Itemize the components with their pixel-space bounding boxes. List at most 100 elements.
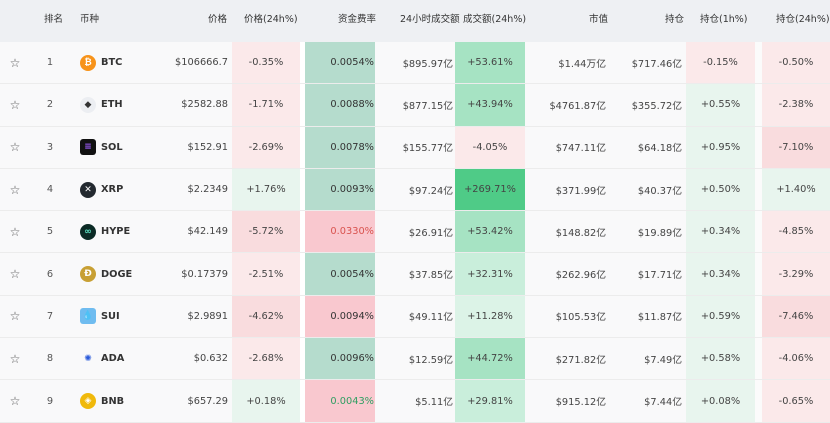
market-cap-cell: $747.11亿	[555, 143, 606, 155]
header-market-cap[interactable]: 市值	[589, 14, 609, 25]
volume-24h-cell: $49.11亿	[408, 312, 453, 324]
header-oi-1h[interactable]: 持仓(1h%)	[700, 14, 748, 25]
oi-change-24h-cell: -2.38%	[762, 84, 830, 126]
coin-symbol: HYPE	[101, 226, 131, 238]
table-row-hype[interactable]: ☆ 5 ∞ HYPE $42.149 -5.72% 0.0330% $26.91…	[0, 211, 830, 254]
price-change-24h-cell: -2.51%	[232, 253, 300, 295]
coin-cell[interactable]: 💧 SUI	[80, 296, 170, 337]
volume-24h-cell: $12.59亿	[408, 354, 453, 366]
open-interest-cell: $717.46亿	[631, 58, 682, 70]
coin-cell[interactable]: ∞ HYPE	[80, 211, 170, 252]
solana-icon: ≡	[80, 139, 96, 156]
oi-change-1h-cell: +0.58%	[686, 338, 755, 380]
coin-symbol: DOGE	[101, 268, 133, 280]
funding-rate-cell: 0.0054%	[305, 42, 375, 84]
star-icon[interactable]: ☆	[9, 309, 21, 324]
volume-24h-cell: $895.97亿	[402, 58, 453, 70]
open-interest-cell: $17.71亿	[637, 270, 682, 282]
volume-24h-cell: $5.11亿	[415, 397, 453, 409]
oi-change-1h-cell: +0.34%	[686, 211, 755, 253]
price-cell: $0.17379	[181, 268, 228, 280]
volume-change-24h-cell: +43.94%	[455, 84, 525, 126]
coin-cell[interactable]: ◈ BNB	[80, 380, 170, 421]
price-cell: $2.2349	[187, 184, 228, 196]
open-interest-cell: $19.89亿	[637, 227, 682, 239]
market-cap-cell: $262.96亿	[555, 270, 606, 282]
table-row-sol[interactable]: ☆ 3 ≡ SOL $152.91 -2.69% 0.0078% $155.77…	[0, 126, 830, 169]
table-row-bnb[interactable]: ☆ 9 ◈ BNB $657.29 +0.18% 0.0043% $5.11亿 …	[0, 380, 830, 423]
column-divider	[755, 380, 762, 422]
ethereum-icon: ◆	[80, 96, 96, 113]
header-open-interest[interactable]: 持仓	[665, 14, 685, 25]
coin-cell[interactable]: Ð DOGE	[80, 253, 170, 294]
volume-24h-cell: $877.15亿	[402, 100, 453, 112]
table-row-eth[interactable]: ☆ 2 ◆ ETH $2582.88 -1.71% 0.0088% $877.1…	[0, 84, 830, 127]
market-cap-cell: $371.99亿	[555, 185, 606, 197]
volume-24h-cell: $37.85亿	[408, 270, 453, 282]
header-rank[interactable]: 排名	[44, 14, 64, 25]
oi-change-24h-cell: -0.65%	[762, 380, 830, 422]
star-icon[interactable]: ☆	[9, 351, 21, 366]
oi-change-1h-cell: -0.15%	[686, 42, 755, 84]
column-divider	[300, 211, 305, 253]
price-cell: $106666.7	[175, 57, 228, 69]
funding-rate-cell: 0.0093%	[305, 168, 375, 211]
oi-change-24h-cell: -7.10%	[762, 126, 830, 168]
table-row-sui[interactable]: ☆ 7 💧 SUI $2.9891 -4.62% 0.0094% $49.11亿…	[0, 295, 830, 339]
header-oi-24h[interactable]: 持仓(24h%)	[776, 14, 830, 25]
star-icon[interactable]: ☆	[9, 394, 21, 409]
funding-rate-cell: 0.0096%	[305, 338, 375, 380]
table-row-ada[interactable]: ☆ 8 ✺ ADA $0.632 -2.68% 0.0096% $12.59亿 …	[0, 338, 830, 381]
table-row-doge[interactable]: ☆ 6 Ð DOGE $0.17379 -2.51% 0.0054% $37.8…	[0, 253, 830, 296]
coin-cell[interactable]: ₿ BTC	[80, 42, 170, 83]
star-icon[interactable]: ☆	[9, 97, 21, 112]
coin-cell[interactable]: ✺ ADA	[80, 338, 170, 379]
header-volume-change-24h[interactable]: 成交额(24h%)	[463, 14, 527, 25]
column-divider	[755, 295, 762, 338]
oi-change-1h-cell: +0.55%	[686, 84, 755, 126]
coin-cell[interactable]: ◆ ETH	[80, 84, 170, 125]
market-cap-cell: $1.44万亿	[558, 58, 606, 70]
coin-cell[interactable]: ✕ XRP	[80, 169, 170, 210]
header-price[interactable]: 价格	[208, 14, 228, 25]
header-volume-24h[interactable]: 24小时成交额	[400, 14, 460, 25]
column-divider	[300, 42, 305, 84]
rank-cell: 3	[46, 141, 54, 153]
column-divider	[755, 253, 762, 295]
price-cell: $2.9891	[187, 310, 228, 322]
star-icon[interactable]: ☆	[9, 140, 21, 155]
rank-cell: 2	[46, 99, 54, 111]
volume-change-24h-cell: +44.72%	[455, 338, 525, 380]
coin-symbol: SUI	[101, 310, 120, 322]
coin-symbol: XRP	[101, 184, 124, 196]
star-icon[interactable]: ☆	[9, 55, 21, 70]
oi-change-1h-cell: +0.59%	[686, 295, 755, 338]
star-icon[interactable]: ☆	[9, 224, 21, 239]
price-change-24h-cell: -2.68%	[232, 338, 300, 380]
star-icon[interactable]: ☆	[9, 182, 21, 197]
rank-cell: 8	[46, 353, 54, 365]
column-divider	[300, 380, 305, 422]
star-icon[interactable]: ☆	[9, 267, 21, 282]
price-cell: $657.29	[187, 395, 228, 407]
price-change-24h-cell: -1.71%	[232, 84, 300, 126]
table-row-btc[interactable]: ☆ 1 ₿ BTC $106666.7 -0.35% 0.0054% $895.…	[0, 42, 830, 85]
open-interest-cell: $64.18亿	[637, 143, 682, 155]
volume-change-24h-cell: +11.28%	[455, 295, 525, 338]
hyperliquid-icon: ∞	[80, 223, 96, 240]
dogecoin-icon: Ð	[80, 266, 96, 283]
volume-change-24h-cell: +53.61%	[455, 42, 525, 84]
volume-24h-cell: $26.91亿	[408, 227, 453, 239]
header-funding-rate[interactable]: 资金费率	[338, 14, 377, 25]
column-divider	[300, 295, 305, 338]
column-divider	[300, 84, 305, 126]
header-price-24h[interactable]: 价格(24h%)	[244, 14, 298, 25]
table-row-xrp[interactable]: ☆ 4 ✕ XRP $2.2349 +1.76% 0.0093% $97.24亿…	[0, 168, 830, 212]
header-coin[interactable]: 币种	[80, 14, 100, 25]
price-change-24h-cell: -2.69%	[232, 126, 300, 168]
market-cap-cell: $148.82亿	[555, 227, 606, 239]
coin-cell[interactable]: ≡ SOL	[80, 127, 170, 168]
price-change-24h-cell: -4.62%	[232, 295, 300, 338]
column-divider	[300, 338, 305, 380]
